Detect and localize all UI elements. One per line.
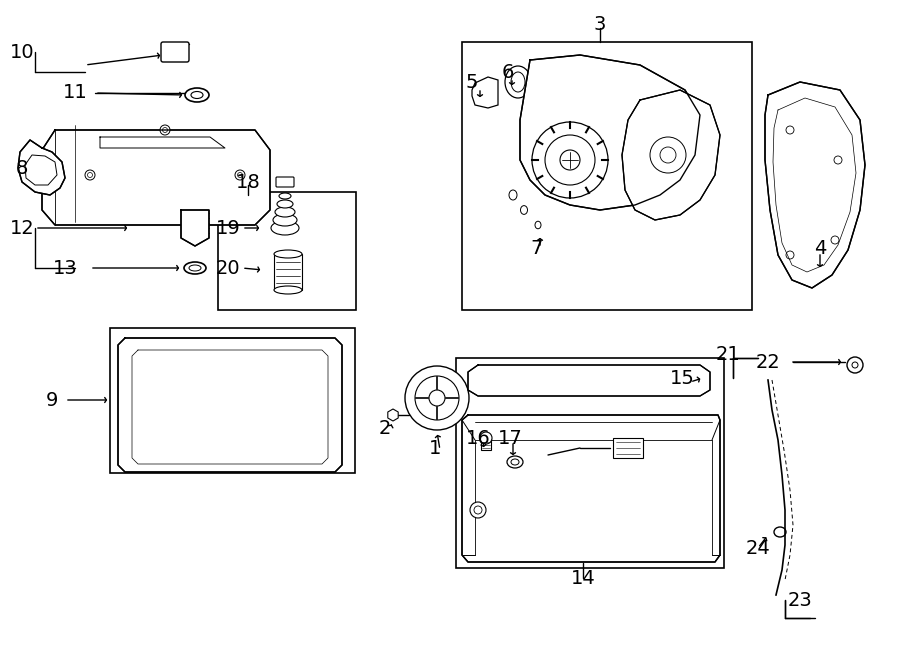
Text: 16: 16 [465, 428, 491, 447]
Polygon shape [181, 210, 209, 246]
Text: 5: 5 [466, 73, 478, 91]
Text: 23: 23 [788, 590, 813, 609]
Bar [481, 438, 491, 450]
Ellipse shape [274, 286, 302, 294]
Ellipse shape [275, 207, 295, 217]
FancyBboxPatch shape [276, 177, 294, 187]
Ellipse shape [511, 72, 525, 92]
Text: 22: 22 [756, 352, 780, 371]
Ellipse shape [774, 527, 786, 537]
Ellipse shape [505, 66, 531, 98]
Circle shape [786, 126, 794, 134]
Circle shape [470, 502, 486, 518]
Circle shape [235, 170, 245, 180]
Ellipse shape [184, 262, 206, 274]
Polygon shape [25, 155, 57, 185]
Text: 13: 13 [52, 258, 77, 278]
Circle shape [415, 376, 459, 420]
Bar [110, 328, 355, 473]
Polygon shape [462, 415, 720, 562]
Ellipse shape [274, 250, 302, 258]
Text: 20: 20 [216, 258, 240, 278]
Circle shape [429, 390, 445, 406]
Ellipse shape [511, 459, 519, 465]
Ellipse shape [279, 193, 291, 199]
Circle shape [852, 362, 858, 368]
Circle shape [163, 128, 167, 132]
Text: 10: 10 [10, 42, 34, 61]
Text: 7: 7 [531, 239, 544, 258]
Circle shape [160, 125, 170, 135]
Circle shape [834, 156, 842, 164]
Polygon shape [622, 90, 720, 220]
Text: 14: 14 [571, 568, 596, 588]
Circle shape [85, 170, 95, 180]
Text: 18: 18 [236, 173, 260, 192]
Polygon shape [472, 77, 498, 108]
Ellipse shape [189, 265, 201, 271]
Bar [456, 358, 724, 568]
Ellipse shape [520, 206, 527, 214]
Ellipse shape [273, 214, 297, 226]
Ellipse shape [191, 91, 203, 98]
Polygon shape [765, 82, 865, 288]
FancyBboxPatch shape [161, 42, 189, 62]
Circle shape [650, 137, 686, 173]
Circle shape [847, 357, 863, 373]
Text: 15: 15 [670, 368, 695, 387]
Bar [462, 42, 752, 310]
Ellipse shape [186, 424, 204, 436]
Circle shape [545, 135, 595, 185]
Ellipse shape [271, 221, 299, 235]
Ellipse shape [535, 221, 541, 229]
Polygon shape [118, 338, 342, 472]
Text: 9: 9 [46, 391, 58, 410]
Circle shape [474, 506, 482, 514]
Text: 21: 21 [716, 346, 741, 364]
Text: 2: 2 [379, 418, 392, 438]
Circle shape [238, 173, 242, 178]
Ellipse shape [185, 88, 209, 102]
Ellipse shape [277, 200, 293, 208]
Bar [218, 192, 356, 310]
Circle shape [786, 251, 794, 259]
Text: 17: 17 [498, 428, 522, 447]
Text: 19: 19 [216, 219, 240, 237]
Text: 8: 8 [16, 159, 28, 178]
Ellipse shape [263, 381, 281, 395]
Polygon shape [18, 140, 65, 195]
Polygon shape [520, 55, 700, 210]
Text: 11: 11 [63, 83, 87, 102]
Circle shape [87, 173, 93, 178]
Polygon shape [388, 409, 398, 421]
Circle shape [188, 221, 202, 235]
Ellipse shape [507, 456, 523, 468]
Text: 4: 4 [814, 239, 826, 258]
Circle shape [831, 236, 839, 244]
Text: 12: 12 [10, 219, 34, 237]
Ellipse shape [154, 378, 176, 392]
Text: 1: 1 [428, 438, 441, 457]
Circle shape [405, 366, 469, 430]
Circle shape [480, 432, 492, 444]
Bar [613, 438, 643, 458]
Circle shape [532, 122, 608, 198]
Text: 24: 24 [745, 539, 770, 557]
Polygon shape [468, 365, 710, 396]
Bar [274, 254, 302, 290]
Circle shape [660, 147, 676, 163]
Text: 3: 3 [594, 15, 607, 34]
Ellipse shape [509, 190, 517, 200]
Circle shape [560, 150, 580, 170]
Polygon shape [42, 130, 270, 225]
Text: 6: 6 [502, 63, 514, 81]
Ellipse shape [208, 367, 228, 383]
